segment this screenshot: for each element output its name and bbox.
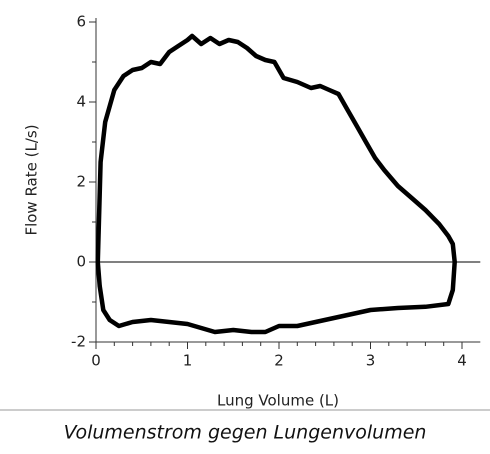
x-tick-label: 3 — [366, 352, 376, 370]
y-tick-label: 0 — [76, 253, 86, 271]
y-tick-label: 6 — [76, 13, 86, 31]
x-tick-label: 2 — [274, 352, 284, 370]
flow-volume-loop — [95, 33, 457, 335]
x-axis-label: Lung Volume (L) — [217, 392, 339, 410]
caption: Volumenstrom gegen Lungenvolumen — [64, 422, 427, 444]
x-tick-label: 0 — [91, 352, 101, 370]
y-tick-label: -2 — [71, 333, 86, 351]
y-axis-label: Flow Rate (L/s) — [23, 124, 41, 235]
y-tick-label: 2 — [76, 173, 86, 191]
y-tick-label: 4 — [76, 93, 86, 111]
x-tick-label: 4 — [457, 352, 467, 370]
x-tick-label: 1 — [183, 352, 193, 370]
